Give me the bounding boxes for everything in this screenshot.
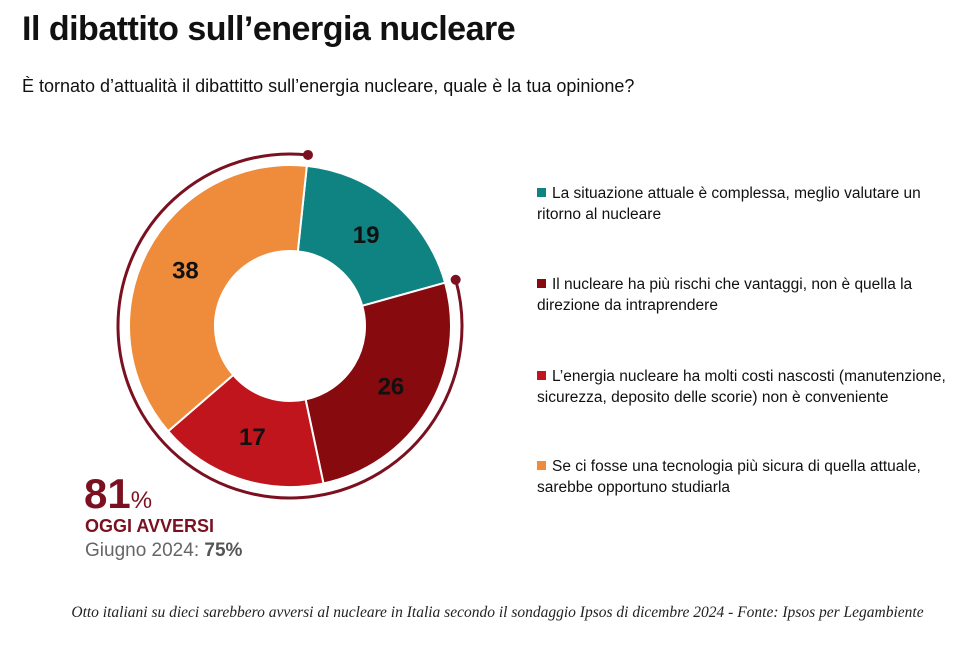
slice-label: 26 — [378, 373, 405, 400]
subtitle: È tornato d’attualità il dibattitto sull… — [22, 76, 635, 96]
title: Il dibattito sull’energia nucleare — [22, 10, 516, 48]
legend-label: La situazione attuale è complessa, megli… — [537, 185, 921, 223]
previous: Giugno 2024: 75% — [85, 540, 242, 562]
avversi-arc — [116, 152, 464, 500]
legend-item: Il nucleare ha più rischi che vantaggi, … — [537, 274, 952, 316]
headline-value: 81 — [84, 470, 131, 517]
legend-swatch — [537, 461, 546, 470]
slice — [128, 164, 308, 433]
legend-swatch — [537, 188, 546, 197]
slice — [296, 164, 447, 308]
slice-label: 19 — [353, 222, 380, 249]
slice — [166, 373, 325, 488]
headline-label: OGGI AVVERSI — [85, 516, 215, 536]
legend-item: Se ci fosse una tecnologia più sicura di… — [537, 456, 952, 498]
arc-end — [450, 274, 461, 285]
arc-end — [302, 149, 313, 160]
slice-label: 38 — [172, 258, 199, 285]
slice — [304, 281, 452, 485]
slice-label: 17 — [239, 424, 266, 451]
legend-label: L’energia nucleare ha molti costi nascos… — [537, 368, 946, 406]
legend-item: L’energia nucleare ha molti costi nascos… — [537, 366, 952, 408]
legend-item: La situazione attuale è complessa, megli… — [537, 183, 952, 225]
legend-swatch — [537, 371, 546, 380]
previous-value: 75% — [204, 540, 243, 561]
legend-label: Il nucleare ha più rischi che vantaggi, … — [537, 276, 913, 314]
legend-swatch — [537, 279, 546, 288]
headline-unit: % — [130, 487, 153, 514]
legend-label: Se ci fosse una tecnologia più sicura di… — [537, 458, 921, 496]
caption: Otto italiani su dieci sarebbero avversi… — [71, 604, 924, 621]
headline: 81% — [84, 470, 152, 518]
previous-label: Giugno 2024: — [85, 540, 200, 561]
